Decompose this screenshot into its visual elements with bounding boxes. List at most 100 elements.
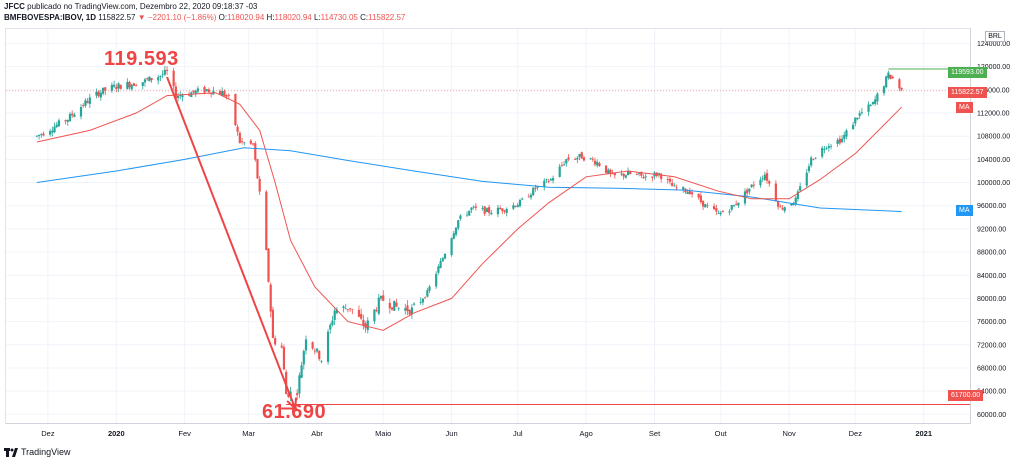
- candle-body: [150, 78, 153, 81]
- tradingview-logo[interactable]: TradingView: [4, 447, 71, 457]
- candle-body: [457, 220, 460, 229]
- candle-body: [638, 173, 641, 174]
- candle-body: [135, 85, 138, 87]
- candle-body: [187, 94, 191, 96]
- candle-body: [454, 227, 458, 235]
- candle-body: [644, 176, 647, 178]
- candle-body: [450, 238, 453, 256]
- candle-body: [344, 308, 347, 310]
- candle-body: [532, 187, 535, 196]
- candle-body: [88, 97, 91, 104]
- candle-body: [536, 185, 539, 188]
- candle-body: [110, 85, 113, 91]
- candle-body: [428, 286, 431, 291]
- candle-body: [335, 309, 338, 314]
- candle-body: [73, 114, 76, 117]
- candle-body: [141, 82, 144, 86]
- candle-body: [629, 171, 632, 174]
- candle-body: [315, 348, 319, 352]
- symbol-legend: BMFBOVESPA:IBOV, 1D 115822.57 ▼ −2201.10…: [4, 13, 405, 22]
- candle-body: [748, 188, 751, 192]
- candle-body: [227, 94, 230, 96]
- candle-body: [567, 157, 570, 160]
- candle-body: [854, 117, 857, 124]
- candle-body: [424, 297, 427, 299]
- y-tick-label: 100000.00: [977, 180, 1010, 187]
- candle-body: [840, 138, 844, 142]
- candle-body: [845, 130, 848, 137]
- candle-body: [203, 87, 206, 93]
- candle-body: [690, 192, 694, 195]
- candle-body: [505, 208, 508, 214]
- candle-body: [642, 177, 645, 179]
- candle-body: [35, 135, 38, 137]
- candle-body: [779, 206, 782, 208]
- candle-body: [721, 211, 725, 213]
- candle-body: [404, 308, 407, 311]
- candle-body: [715, 208, 718, 212]
- candle-body: [565, 159, 568, 164]
- candle-body: [527, 196, 530, 198]
- candle-body: [426, 290, 429, 297]
- candle-body: [234, 93, 237, 126]
- x-tick-label: Mar: [242, 429, 255, 438]
- y-tick-label: 60000.00: [977, 412, 1006, 419]
- candle-body: [651, 176, 654, 178]
- candle-body: [375, 310, 378, 312]
- candle-body: [812, 159, 815, 161]
- candle-body: [194, 90, 197, 94]
- candle-body: [580, 152, 583, 159]
- close-value: 115822.57: [368, 13, 406, 22]
- candle-body: [823, 149, 826, 150]
- y-tick-label: 116000.00: [977, 87, 1010, 94]
- plot-area[interactable]: [5, 28, 971, 424]
- candle-body: [205, 89, 208, 91]
- candle-body: [898, 79, 901, 89]
- candle-body: [589, 158, 592, 159]
- candle-body: [49, 131, 52, 135]
- candle-body: [112, 84, 116, 87]
- last-price-tag: 115822.57: [948, 87, 987, 98]
- candle-body: [360, 314, 363, 319]
- y-tick-label: 96000.00: [977, 203, 1006, 210]
- candle-body: [146, 78, 149, 80]
- candle-body: [501, 208, 504, 212]
- candle-body: [611, 173, 614, 175]
- candle-body: [470, 207, 473, 211]
- candle-body: [675, 187, 678, 189]
- y-tick-label: 64000.00: [977, 389, 1006, 396]
- y-tick-label: 124000.00: [977, 41, 1010, 48]
- candle-body: [686, 191, 689, 194]
- candle-body: [776, 201, 780, 207]
- candle-body: [397, 307, 400, 309]
- symbol-name[interactable]: BMFBOVESPA:IBOV, 1D: [4, 13, 97, 22]
- low-value: 114730.05: [320, 13, 358, 22]
- candle-body: [869, 104, 872, 106]
- low-label: L:: [313, 13, 321, 22]
- candle-body: [876, 93, 879, 102]
- candle-body: [192, 90, 195, 93]
- candle-body: [516, 205, 519, 208]
- candle-body: [351, 309, 354, 311]
- candle-body: [518, 200, 522, 207]
- candle-body: [342, 306, 345, 308]
- candle-body: [161, 74, 164, 76]
- candle-body: [874, 99, 877, 104]
- candle-body: [413, 303, 416, 305]
- y-tick-label: 112000.00: [977, 111, 1010, 118]
- candle-body: [329, 324, 332, 330]
- candle-body: [596, 161, 599, 166]
- candle-body: [838, 138, 841, 144]
- candle-body: [783, 207, 786, 212]
- candle-body: [768, 181, 771, 184]
- price-change: ▼ −2201.10 (−1.86%): [137, 13, 217, 22]
- candle-body: [258, 178, 261, 192]
- candle-body: [640, 171, 643, 176]
- candle-body: [190, 92, 193, 98]
- candle-body: [737, 202, 740, 206]
- currency-badge[interactable]: BRL: [985, 31, 1005, 42]
- candle-body: [827, 146, 830, 148]
- x-tick-label: Abr: [311, 429, 323, 438]
- candle-body: [51, 130, 54, 133]
